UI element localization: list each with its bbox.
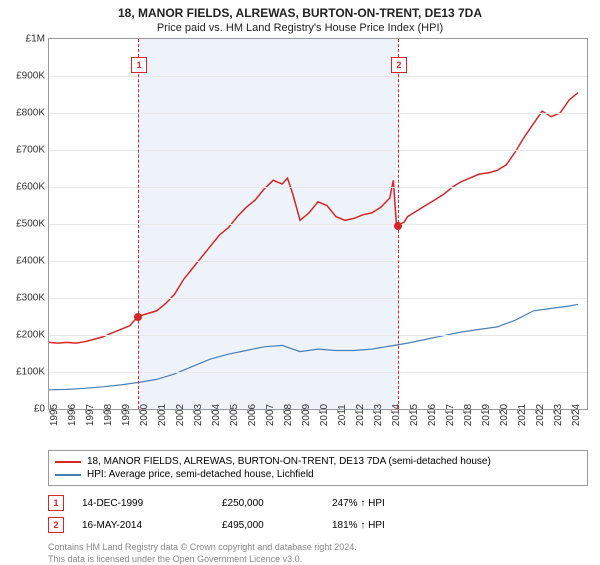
chart-container: 18, MANOR FIELDS, ALREWAS, BURTON-ON-TRE… <box>0 0 600 560</box>
x-tick-label: 1996 <box>67 404 78 426</box>
transaction-hpi: 247% ↑ HPI <box>332 498 385 509</box>
x-tick-label: 2010 <box>319 404 330 426</box>
y-tick-label: £800K <box>16 108 45 119</box>
x-tick-label: 2023 <box>553 404 564 426</box>
legend-swatch-hpi <box>55 474 81 476</box>
series-line-property <box>49 93 578 343</box>
footer-line2: This data is licensed under the Open Gov… <box>48 554 588 565</box>
x-tick-label: 1995 <box>49 404 60 426</box>
x-tick-label: 2000 <box>139 404 150 426</box>
x-tick-label: 2003 <box>193 404 204 426</box>
x-tick-label: 2019 <box>481 404 492 426</box>
transaction-date: 14-DEC-1999 <box>82 498 222 509</box>
x-tick-label: 1997 <box>85 404 96 426</box>
sale-dot-1 <box>134 313 142 321</box>
transaction-hpi: 181% ↑ HPI <box>332 520 385 531</box>
x-tick-label: 2017 <box>445 404 456 426</box>
y-tick-label: £200K <box>16 330 45 341</box>
x-tick-label: 2011 <box>337 404 348 426</box>
x-tick-label: 1998 <box>103 404 114 426</box>
x-tick-label: 2014 <box>391 404 402 426</box>
footer-line1: Contains HM Land Registry data © Crown c… <box>48 542 588 554</box>
y-gridline <box>49 335 587 336</box>
sale-marker-box-2: 2 <box>391 57 407 73</box>
x-tick-label: 2022 <box>535 404 546 426</box>
y-gridline <box>49 298 587 299</box>
chart-subtitle: Price paid vs. HM Land Registry's House … <box>0 20 600 38</box>
legend-row-property: 18, MANOR FIELDS, ALREWAS, BURTON-ON-TRE… <box>55 455 581 468</box>
legend-label-hpi: HPI: Average price, semi-detached house,… <box>87 469 314 480</box>
transaction-row: 2 16-MAY-2014 £495,000 181% ↑ HPI <box>48 514 588 536</box>
transactions-table: 1 14-DEC-1999 £250,000 247% ↑ HPI 2 16-M… <box>48 492 588 536</box>
x-tick-label: 2018 <box>463 404 474 426</box>
transaction-marker-1: 1 <box>48 495 64 511</box>
y-gridline <box>49 372 587 373</box>
transaction-price: £495,000 <box>222 520 332 531</box>
x-tick-label: 2012 <box>355 404 366 426</box>
y-gridline <box>49 187 587 188</box>
x-tick-label: 2002 <box>175 404 186 426</box>
transaction-row: 1 14-DEC-1999 £250,000 247% ↑ HPI <box>48 492 588 514</box>
legend: 18, MANOR FIELDS, ALREWAS, BURTON-ON-TRE… <box>48 450 588 486</box>
legend-row-hpi: HPI: Average price, semi-detached house,… <box>55 468 581 481</box>
x-tick-label: 2020 <box>499 404 510 426</box>
x-tick-label: 2024 <box>571 404 582 426</box>
chart-plot-area: £0£100K£200K£300K£400K£500K£600K£700K£80… <box>48 38 588 410</box>
x-tick-label: 2007 <box>265 404 276 426</box>
y-gridline <box>49 150 587 151</box>
series-line-hpi <box>49 304 578 390</box>
x-tick-label: 2001 <box>157 404 168 426</box>
x-tick-label: 2015 <box>409 404 420 426</box>
x-tick-label: 1999 <box>121 404 132 426</box>
legend-swatch-property <box>55 461 81 463</box>
y-tick-label: £400K <box>16 256 45 267</box>
transaction-date: 16-MAY-2014 <box>82 520 222 531</box>
x-tick-label: 2021 <box>517 404 528 426</box>
x-tick-label: 2009 <box>301 404 312 426</box>
y-tick-label: £500K <box>16 219 45 230</box>
y-gridline <box>49 261 587 262</box>
y-tick-label: £1M <box>26 34 45 45</box>
x-tick-label: 2005 <box>229 404 240 426</box>
sale-marker-line-1 <box>138 39 139 409</box>
x-tick-label: 2008 <box>283 404 294 426</box>
x-tick-label: 2013 <box>373 404 384 426</box>
legend-label-property: 18, MANOR FIELDS, ALREWAS, BURTON-ON-TRE… <box>87 456 491 467</box>
y-gridline <box>49 224 587 225</box>
y-tick-label: £100K <box>16 367 45 378</box>
y-tick-label: £900K <box>16 71 45 82</box>
chart-title: 18, MANOR FIELDS, ALREWAS, BURTON-ON-TRE… <box>0 0 600 20</box>
sale-marker-box-1: 1 <box>131 57 147 73</box>
y-tick-label: £700K <box>16 145 45 156</box>
y-gridline <box>49 113 587 114</box>
x-tick-label: 2006 <box>247 404 258 426</box>
y-tick-label: £600K <box>16 182 45 193</box>
y-gridline <box>49 76 587 77</box>
x-tick-label: 2016 <box>427 404 438 426</box>
y-tick-label: £300K <box>16 293 45 304</box>
transaction-price: £250,000 <box>222 498 332 509</box>
x-tick-label: 2004 <box>211 404 222 426</box>
sale-dot-2 <box>394 222 402 230</box>
footer-attribution: Contains HM Land Registry data © Crown c… <box>48 542 588 565</box>
transaction-marker-2: 2 <box>48 517 64 533</box>
y-tick-label: £0 <box>34 404 45 415</box>
